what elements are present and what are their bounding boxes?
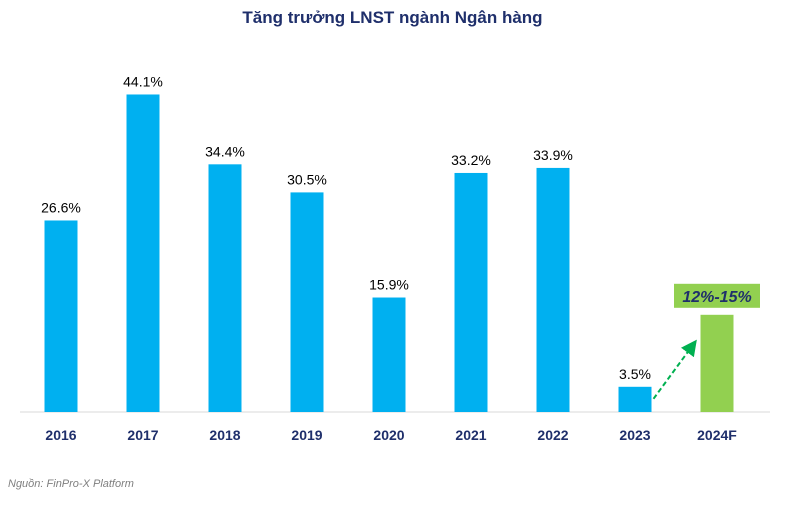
data-label-2020: 15.9% bbox=[369, 277, 409, 293]
data-label-2018: 34.4% bbox=[205, 143, 245, 159]
data-label-2022: 33.9% bbox=[533, 147, 573, 163]
bar-2018 bbox=[208, 164, 242, 412]
bar-2016 bbox=[44, 220, 78, 412]
bar-2017 bbox=[126, 94, 160, 412]
x-tick-label-2016: 2016 bbox=[45, 427, 76, 443]
x-tick-label-2019: 2019 bbox=[291, 427, 322, 443]
bar-2024F bbox=[700, 314, 734, 412]
data-label-2017: 44.1% bbox=[123, 73, 163, 89]
data-label-2023: 3.5% bbox=[619, 366, 651, 382]
bar-2019 bbox=[290, 192, 324, 412]
x-tick-label-2021: 2021 bbox=[455, 427, 486, 443]
x-tick-label-2024F: 2024F bbox=[697, 427, 737, 443]
data-label-2019: 30.5% bbox=[287, 171, 327, 187]
forecast-label-box bbox=[674, 283, 760, 308]
data-label-2021: 33.2% bbox=[451, 152, 491, 168]
bar-2022 bbox=[536, 167, 570, 412]
data-label-2016: 26.6% bbox=[41, 199, 81, 215]
data-label-2024F: 12%-15% bbox=[682, 289, 751, 306]
x-tick-label-2023: 2023 bbox=[619, 427, 650, 443]
growth-arrow bbox=[652, 339, 697, 400]
bar-2020 bbox=[372, 297, 406, 412]
bar-2021 bbox=[454, 172, 488, 412]
bar-2023 bbox=[618, 386, 652, 412]
chart-title: Tăng trưởng LNST ngành Ngân hàng bbox=[242, 8, 543, 27]
source-note: Nguồn: FinPro-X Platform bbox=[8, 478, 134, 490]
x-tick-label-2020: 2020 bbox=[373, 427, 404, 443]
x-tick-label-2022: 2022 bbox=[537, 427, 568, 443]
x-tick-label-2017: 2017 bbox=[127, 427, 158, 443]
x-tick-label-2018: 2018 bbox=[209, 427, 240, 443]
